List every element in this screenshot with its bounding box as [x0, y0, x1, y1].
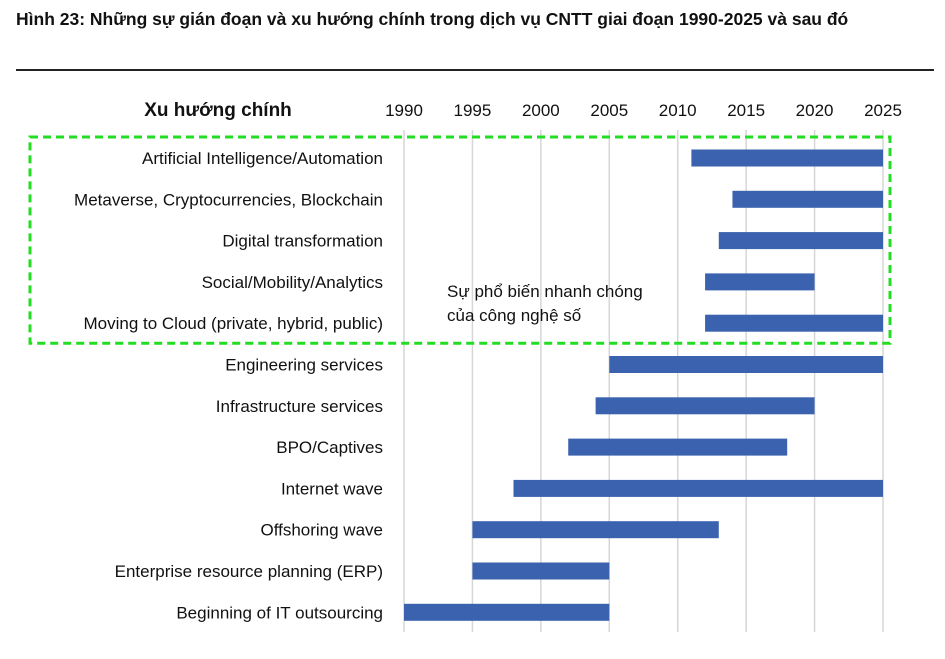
category-label: Infrastructure services: [216, 397, 383, 416]
range-bar: [691, 149, 883, 167]
category-labels: Artificial Intelligence/Automation Metave…: [74, 149, 383, 622]
category-label: Engineering services: [225, 356, 383, 375]
range-bar: [472, 521, 719, 539]
highlight-box: [28, 135, 892, 345]
category-label: Social/Mobility/Analytics: [202, 273, 383, 292]
x-tick-label: 2000: [522, 101, 560, 120]
x-tick-label: 2005: [590, 101, 628, 120]
range-bar: [404, 603, 610, 621]
grid-lines: [403, 130, 884, 632]
category-label: Enterprise resource planning (ERP): [115, 562, 383, 581]
range-bar: [568, 438, 788, 456]
x-tick-label: 2015: [727, 101, 765, 120]
x-tick-label: 1990: [385, 101, 423, 120]
range-bar: [609, 356, 883, 373]
category-label: Beginning of IT outsourcing: [176, 603, 383, 622]
range-bars: [404, 149, 883, 621]
x-axis-ticks: 1990 1995 2000 2005 2010 2015 2020 2025: [385, 101, 902, 120]
range-bar: [595, 397, 815, 415]
x-tick-label: 1995: [454, 101, 492, 120]
range-bar: [472, 562, 610, 580]
range-bar: [718, 232, 883, 250]
figure-title: Hình 23: Những sự gián đoạn và xu hướng …: [16, 9, 849, 29]
category-label: Offshoring wave: [260, 521, 383, 540]
annotation-line-2: của công nghệ số: [447, 306, 582, 325]
x-tick-label: 2010: [659, 101, 697, 120]
category-label: Metaverse, Cryptocurrencies, Blockchain: [74, 190, 383, 209]
range-bar: [732, 190, 883, 208]
category-label: Artificial Intelligence/Automation: [142, 149, 383, 168]
title-rule: [16, 69, 934, 71]
category-label: Internet wave: [281, 479, 383, 498]
range-bar: [513, 479, 883, 497]
x-tick-label: 2025: [864, 101, 902, 120]
category-label: BPO/Captives: [276, 438, 383, 457]
category-label: Moving to Cloud (private, hybrid, public…: [83, 314, 383, 333]
category-label: Digital transformation: [222, 232, 383, 251]
annotation-line-1: Sự phổ biến nhanh chóng: [447, 282, 643, 301]
range-bar: [705, 273, 815, 291]
range-bar: [705, 314, 883, 332]
category-header: Xu hướng chính: [144, 100, 292, 121]
x-tick-label: 2020: [796, 101, 834, 120]
